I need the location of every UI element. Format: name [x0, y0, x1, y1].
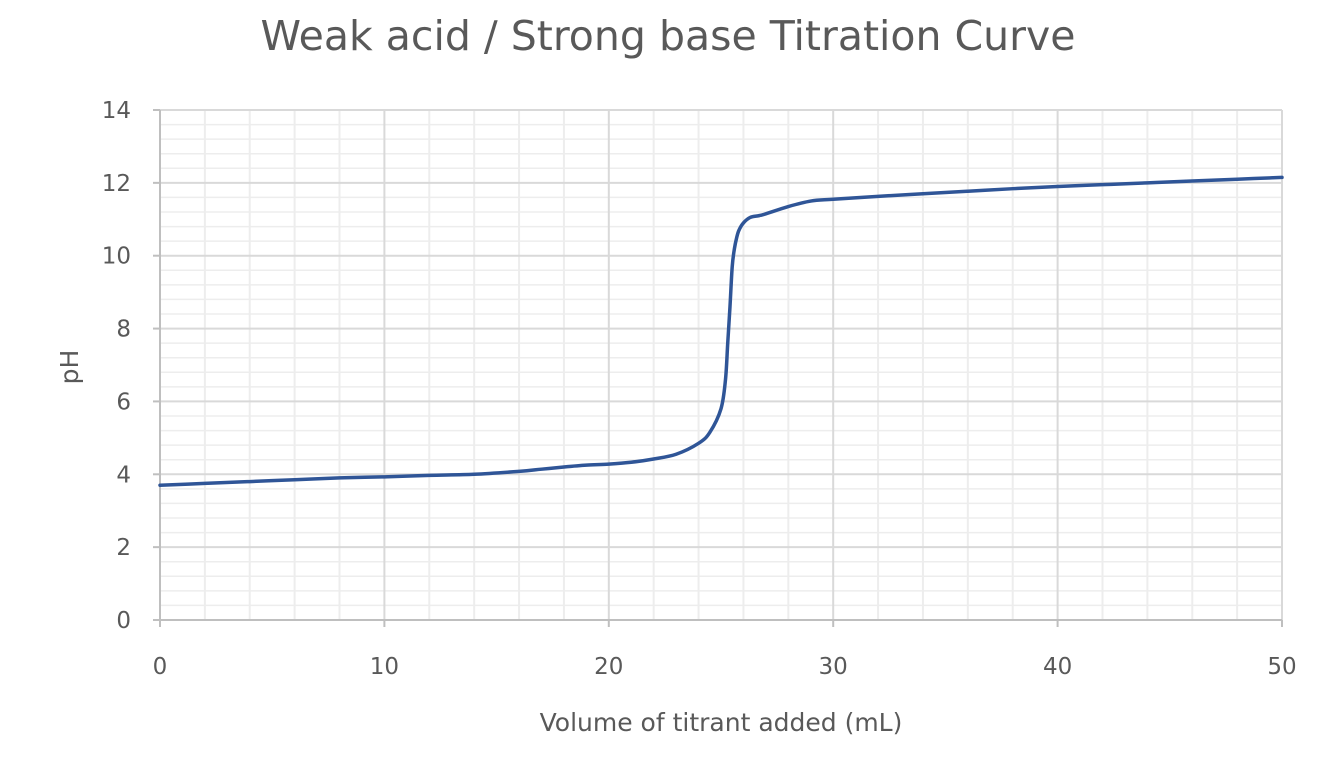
y-tick-label: 12: [102, 171, 131, 197]
y-tick-label: 0: [116, 608, 131, 634]
chart-title: Weak acid / Strong base Titration Curve: [261, 12, 1076, 60]
x-tick-label: 30: [819, 654, 848, 680]
series-line: [158, 175, 1284, 487]
series-layer: [158, 175, 1284, 487]
y-tick-label: 10: [102, 244, 131, 270]
minor-gridlines: [160, 110, 1282, 620]
x-tick-label: 10: [370, 654, 399, 680]
x-tick-label: 20: [594, 654, 623, 680]
x-tick-label: 50: [1267, 654, 1296, 680]
y-axis-title: pH: [55, 350, 84, 385]
tick-labels: 0 10 20 30 40 50 0 2 4 6 8 10 12 14: [102, 98, 1297, 680]
major-gridlines: [160, 109, 1283, 620]
y-tick-label: 4: [116, 462, 131, 488]
x-axis-title: Volume of titrant added (mL): [540, 708, 903, 737]
axes: [153, 109, 1283, 627]
y-tick-label: 8: [116, 317, 131, 343]
y-tick-label: 6: [116, 389, 131, 415]
x-tick-label: 0: [153, 654, 168, 680]
y-tick-label: 2: [116, 535, 131, 561]
y-tick-label: 14: [102, 98, 131, 124]
x-tick-label: 40: [1043, 654, 1072, 680]
